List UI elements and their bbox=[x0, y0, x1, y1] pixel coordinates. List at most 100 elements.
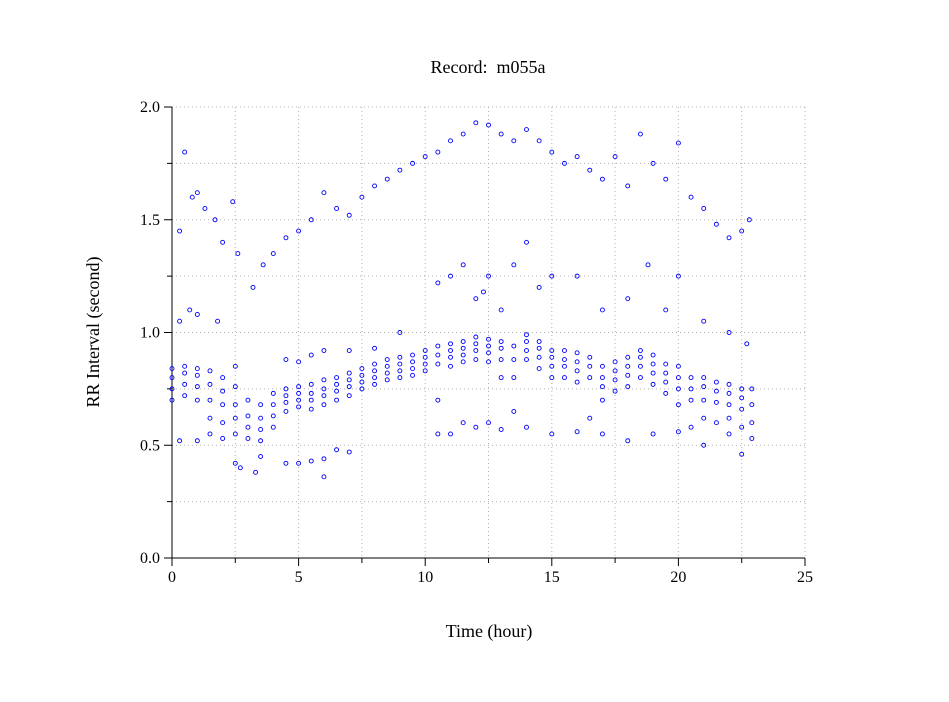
data-point bbox=[574, 350, 580, 356]
data-point bbox=[296, 384, 302, 390]
x-tick-label: 0 bbox=[168, 569, 176, 586]
data-point bbox=[334, 381, 340, 387]
data-point bbox=[283, 399, 289, 405]
data-point bbox=[599, 176, 605, 182]
data-point bbox=[194, 438, 200, 444]
data-point bbox=[625, 363, 631, 369]
data-point bbox=[726, 415, 732, 421]
data-point bbox=[625, 296, 631, 302]
data-point bbox=[645, 262, 651, 268]
data-point bbox=[498, 307, 504, 313]
data-point bbox=[524, 348, 529, 353]
data-point bbox=[435, 397, 441, 403]
data-point bbox=[749, 386, 755, 392]
data-point bbox=[511, 343, 517, 349]
data-point bbox=[524, 332, 529, 338]
data-point bbox=[448, 273, 453, 279]
data-point bbox=[346, 370, 352, 376]
data-point bbox=[486, 343, 491, 349]
data-point bbox=[283, 357, 289, 363]
data-point bbox=[346, 212, 352, 218]
data-point bbox=[574, 429, 580, 435]
data-point bbox=[562, 363, 567, 369]
data-point bbox=[260, 262, 266, 268]
data-point bbox=[650, 431, 656, 437]
data-point bbox=[599, 431, 605, 437]
data-point bbox=[384, 370, 390, 376]
data-point bbox=[237, 465, 243, 471]
data-point bbox=[182, 393, 188, 399]
data-point bbox=[258, 427, 264, 432]
data-point bbox=[650, 160, 656, 166]
data-point bbox=[625, 354, 631, 360]
data-point bbox=[220, 436, 226, 441]
data-point bbox=[473, 348, 479, 353]
data-point bbox=[713, 420, 719, 426]
data-point bbox=[549, 348, 555, 353]
data-point bbox=[625, 183, 631, 189]
data-point bbox=[637, 131, 643, 137]
data-point bbox=[384, 357, 390, 363]
data-point bbox=[283, 386, 289, 392]
data-point bbox=[473, 341, 479, 347]
data-point bbox=[726, 402, 732, 408]
data-point bbox=[675, 375, 681, 381]
data-point bbox=[321, 402, 327, 408]
data-point bbox=[726, 381, 732, 387]
data-point bbox=[713, 399, 719, 405]
data-point bbox=[650, 361, 656, 367]
data-point bbox=[359, 194, 365, 200]
data-point bbox=[220, 239, 226, 245]
data-point bbox=[473, 424, 479, 430]
data-point bbox=[296, 390, 302, 396]
y-tick-label: 0.5 bbox=[140, 437, 160, 454]
data-point bbox=[346, 449, 352, 455]
data-point bbox=[536, 138, 542, 144]
data-point bbox=[749, 420, 755, 426]
data-point bbox=[202, 206, 208, 211]
data-point bbox=[321, 393, 327, 399]
data-point bbox=[334, 447, 340, 453]
data-point bbox=[524, 339, 529, 344]
data-point bbox=[232, 384, 238, 390]
data-point bbox=[194, 372, 200, 378]
data-point bbox=[232, 415, 238, 421]
data-point bbox=[587, 167, 593, 173]
data-point bbox=[245, 424, 251, 430]
data-point bbox=[308, 397, 314, 403]
data-point bbox=[701, 318, 707, 324]
data-point bbox=[726, 390, 732, 396]
data-point bbox=[574, 359, 580, 365]
data-points bbox=[169, 120, 755, 480]
data-point bbox=[177, 318, 183, 324]
data-point bbox=[194, 397, 200, 403]
data-point bbox=[397, 354, 403, 360]
data-point bbox=[372, 368, 378, 374]
data-point bbox=[220, 402, 226, 408]
data-point bbox=[599, 384, 605, 390]
data-point bbox=[448, 138, 453, 144]
data-point bbox=[194, 384, 200, 390]
data-point bbox=[473, 296, 479, 302]
data-point bbox=[713, 221, 719, 227]
data-point bbox=[207, 415, 213, 421]
x-axis-label: Time (hour) bbox=[446, 621, 533, 642]
data-point bbox=[511, 375, 517, 381]
data-point bbox=[650, 370, 656, 376]
data-point bbox=[410, 352, 415, 358]
x-tick-label: 25 bbox=[797, 569, 813, 586]
data-point bbox=[739, 395, 745, 401]
data-point bbox=[169, 366, 175, 372]
data-point bbox=[296, 228, 302, 234]
data-point bbox=[739, 228, 745, 234]
data-point bbox=[435, 431, 441, 437]
x-tick-label: 15 bbox=[544, 569, 560, 586]
data-point bbox=[663, 307, 669, 313]
data-point bbox=[422, 154, 428, 160]
data-point bbox=[739, 386, 745, 392]
data-point bbox=[283, 393, 289, 399]
data-point bbox=[212, 217, 218, 223]
data-point bbox=[524, 424, 529, 430]
data-point bbox=[296, 404, 302, 410]
data-point bbox=[599, 397, 605, 403]
